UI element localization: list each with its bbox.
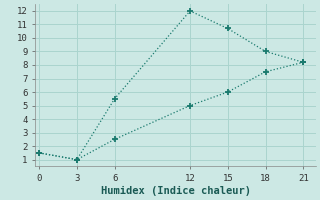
X-axis label: Humidex (Indice chaleur): Humidex (Indice chaleur) <box>100 186 251 196</box>
